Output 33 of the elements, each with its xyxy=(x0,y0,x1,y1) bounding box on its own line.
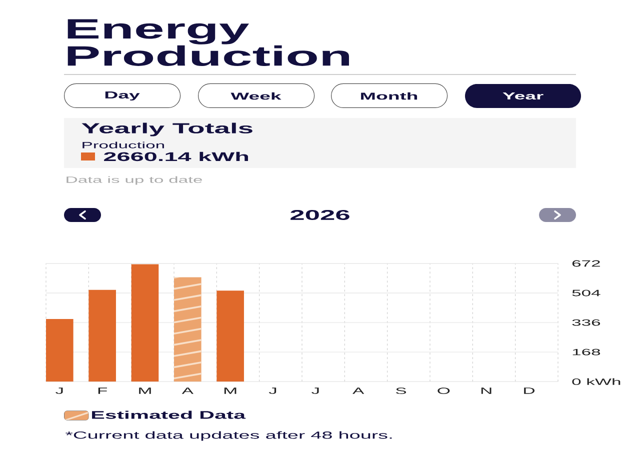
text: Data is up to date xyxy=(66,176,202,185)
text: Year xyxy=(502,92,544,100)
x-tick-label: J xyxy=(268,388,276,394)
bar xyxy=(46,319,74,382)
text: Month xyxy=(361,92,418,100)
chart-title: Energy Production xyxy=(68,19,349,66)
text: *Current data updates after 48 hours. xyxy=(66,431,392,441)
x-tick-label: A xyxy=(352,388,364,394)
y-tick-label: 336 xyxy=(572,319,600,326)
y-tick-label: 672 xyxy=(572,260,600,267)
x-tick-label: J xyxy=(56,388,63,394)
x-tick-label: M xyxy=(139,388,151,394)
x-tick-label: A xyxy=(182,388,194,394)
chart-subtitle: 2026 xyxy=(290,210,350,220)
bar xyxy=(131,264,159,382)
text: Yearly Totals xyxy=(82,122,252,136)
bar xyxy=(88,290,116,382)
text: Day xyxy=(105,92,140,100)
x-tick-label: M xyxy=(224,388,236,394)
x-tick-label: O xyxy=(438,388,450,394)
y-tick-label: 0 kWh xyxy=(572,378,620,385)
text: Week xyxy=(230,92,282,100)
x-tick-label: J xyxy=(312,388,319,394)
bar xyxy=(216,290,244,382)
x-tick-label: N xyxy=(481,388,492,394)
legend-label: Estimated Data xyxy=(92,410,246,419)
x-tick-label: S xyxy=(396,388,406,394)
text: Production xyxy=(82,142,164,148)
x-tick-label: F xyxy=(98,388,107,394)
x-tick-label: D xyxy=(524,388,534,394)
y-tick-label: 168 xyxy=(572,348,600,356)
y-tick-label: 504 xyxy=(572,290,600,296)
text: 2660.14 kWh xyxy=(104,152,248,162)
